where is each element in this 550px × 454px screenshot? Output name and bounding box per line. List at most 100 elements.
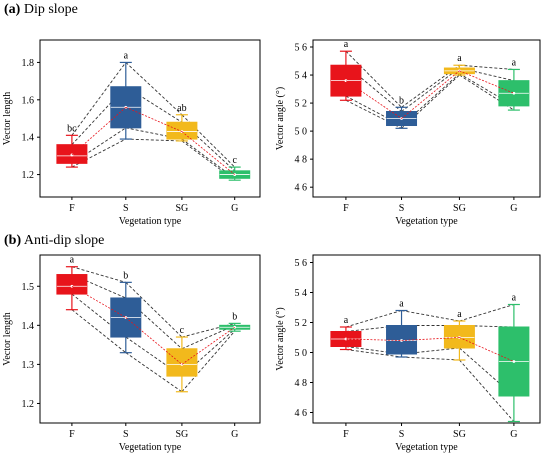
mean-trend-line	[459, 337, 515, 362]
y-tick-label: 1.4	[22, 321, 35, 332]
box-body	[166, 348, 198, 377]
significance-letter: ab	[177, 103, 186, 114]
connector-dashed-line	[125, 352, 183, 393]
connector-dashed-line	[345, 310, 402, 328]
connector-dashed-line	[181, 140, 235, 181]
x-tick-label: S	[399, 203, 405, 214]
mean-trend-line	[345, 338, 402, 341]
significance-letter: b	[232, 311, 237, 322]
connector-dashed-line	[401, 64, 460, 108]
panel-b-letter: (b)	[4, 233, 22, 248]
mean-trend-line	[181, 326, 235, 365]
chart-1: 1.2 1.4 1.6 1.8 Vector length F S SG G Vegetation…	[2, 39, 261, 227]
y-axis-label: Vector length	[2, 312, 13, 366]
box-F: a	[330, 39, 362, 101]
connector-dashed-line	[401, 67, 460, 112]
x-tick-label: SG	[176, 429, 189, 440]
panel-b-name: Anti-dip slope	[23, 233, 105, 248]
x-tick-label: S	[399, 429, 405, 440]
box-G: b	[219, 311, 251, 332]
connector-dashed-line	[125, 138, 182, 142]
box-SG: a	[443, 53, 475, 76]
box-G: a	[498, 57, 530, 111]
y-tick-label: 4 8	[295, 378, 308, 389]
y-tick-label: 5 0	[295, 127, 308, 138]
mean-trend-line	[71, 106, 127, 156]
connector-dashed-line	[345, 50, 402, 108]
y-tick-label: 5 4	[295, 71, 308, 82]
box-SG: ab	[166, 103, 198, 142]
significance-letter: bc	[67, 123, 77, 134]
x-tick-label: F	[343, 203, 349, 214]
box-S: b	[110, 270, 142, 354]
y-tick-label: 4 6	[295, 183, 308, 194]
plot-frame	[39, 254, 261, 424]
y-tick-label: 1.4	[22, 133, 35, 144]
plot-frame	[312, 254, 541, 424]
y-tick-label: 1.5	[22, 282, 35, 293]
mean-trend-line	[401, 337, 460, 341]
y-tick-label: 1.2	[22, 399, 35, 410]
box-F: a	[330, 315, 362, 351]
chart-3: 1.2 1.3 1.4 1.5 Vector length F S SG G Vegetation…	[2, 254, 261, 453]
mean-trend-line	[401, 70, 460, 119]
y-tick-label: 1.8	[22, 58, 35, 69]
connector-dashed-line	[401, 310, 460, 322]
panel-a-letter: (a)	[4, 2, 21, 17]
significance-letter: a	[344, 315, 349, 326]
significance-letter: a	[457, 309, 462, 320]
x-tick-label: F	[69, 203, 75, 214]
significance-letter: a	[512, 293, 517, 304]
connector-dashed-line	[459, 359, 515, 422]
significance-letter: a	[457, 53, 462, 64]
y-axis-label: Vector length	[2, 92, 13, 146]
connector-dashed-line	[401, 356, 460, 361]
box-SG: a	[443, 309, 475, 361]
connector-dashed-line	[459, 67, 514, 82]
x-tick-label: S	[123, 203, 129, 214]
mean-marker	[512, 91, 516, 95]
connector-dashed-line	[401, 74, 460, 129]
connector-dashed-line	[71, 266, 126, 283]
x-tick-label: S	[123, 429, 129, 440]
x-axis-label: Vegetation type	[395, 216, 458, 227]
y-tick-label: 4 8	[295, 155, 308, 166]
connector-dashed-line	[71, 309, 127, 354]
y-tick-label: 4 6	[295, 408, 308, 419]
box-S: a	[110, 50, 142, 140]
y-tick-label: 1.2	[22, 170, 35, 181]
significance-letter: c	[180, 325, 185, 336]
box-F: bc	[56, 123, 88, 168]
mean-trend-line	[125, 317, 183, 365]
y-tick-label: 5 4	[295, 288, 308, 299]
y-tick-label: 5 6	[295, 43, 308, 54]
y-tick-label: 5 2	[295, 318, 308, 329]
connector-dashed-line	[181, 330, 236, 393]
x-axis-label: Vegetation type	[395, 442, 458, 453]
y-tick-label: 1.6	[22, 95, 35, 106]
chart-2: 4 6 4 8 5 0 5 2 5 4 5 6 Vector angle (°) F S SG G V…	[275, 39, 541, 227]
connector-dashed-line	[125, 62, 183, 116]
box-SG: c	[166, 325, 198, 393]
mean-trend-line	[345, 80, 402, 119]
x-axis-label: Vegetation type	[119, 442, 182, 453]
connector-dashed-line	[71, 62, 127, 136]
chart-4: 4 6 4 8 5 0 5 2 5 4 5 6 Vector angle (°) F S SG G V…	[275, 254, 541, 453]
y-tick-label: 5 6	[295, 258, 308, 269]
connector-dashed-line	[459, 64, 514, 70]
panel-a-title: (a) Dip slope	[4, 2, 78, 18]
y-tick-label: 5 0	[295, 348, 308, 359]
plot-frame	[39, 39, 261, 198]
box-body	[56, 274, 88, 295]
significance-letter: a	[399, 299, 404, 310]
significance-letter: a	[124, 50, 129, 61]
x-tick-label: G	[510, 429, 517, 440]
x-tick-label: G	[231, 429, 238, 440]
mean-trend-line	[181, 131, 235, 175]
y-tick-label: 5 2	[295, 99, 308, 110]
plot-frame	[312, 39, 541, 198]
significance-letter: a	[70, 255, 75, 266]
connector-dashed-line	[459, 304, 515, 322]
box-S: b	[386, 95, 418, 129]
